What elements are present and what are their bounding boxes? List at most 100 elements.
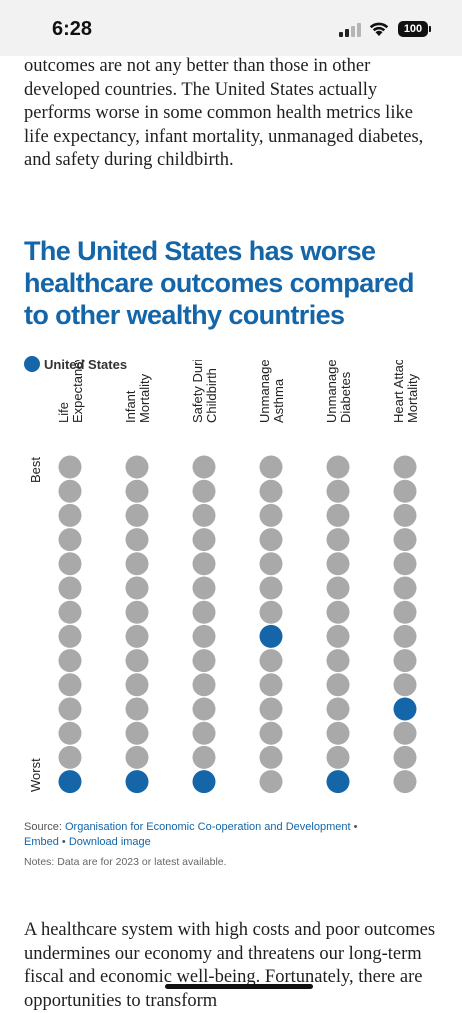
category-label: Mortality (137, 373, 152, 423)
category-label: Childbirth (204, 368, 219, 423)
separator-dot: • (353, 821, 358, 833)
rank-dot (259, 576, 283, 600)
dot-rank-chart: Life Expectancy Infant Mortality Safety Duri… (28, 360, 420, 794)
rank-dot (125, 503, 149, 527)
rank-dot (259, 673, 283, 697)
rank-dot (326, 624, 350, 648)
article-body-paragraph: A healthcare system with high costs and … (24, 920, 436, 1011)
rank-dot (192, 455, 216, 479)
axis-label-best: Best (28, 457, 43, 483)
rank-dot (58, 624, 82, 648)
rank-dot (192, 528, 216, 552)
rank-dot (259, 479, 283, 503)
rank-dot (393, 503, 417, 527)
us-rank-dot (326, 770, 350, 794)
rank-dot (259, 528, 283, 552)
rank-dot (125, 600, 149, 624)
us-rank-dot (393, 697, 417, 721)
category-label: Safety During (190, 360, 205, 423)
embed-link[interactable]: Embed (24, 836, 59, 848)
rank-dot (192, 503, 216, 527)
chart-legend: United States (24, 355, 127, 373)
status-bar: 6:28 100 (0, 0, 462, 56)
rank-dot (58, 649, 82, 673)
download-image-link[interactable]: Download image (68, 836, 151, 848)
rank-dot (326, 673, 350, 697)
chart-title: The United States has worse healthcare o… (24, 236, 414, 330)
home-indicator[interactable] (165, 984, 313, 989)
battery-icon: 100 (398, 21, 431, 37)
rank-dot (326, 455, 350, 479)
us-rank-dot (125, 770, 149, 794)
rank-dot (326, 697, 350, 721)
rank-dot (125, 576, 149, 600)
rank-dot (393, 576, 417, 600)
rank-dot (125, 479, 149, 503)
rank-dot (58, 576, 82, 600)
rank-dot (58, 745, 82, 769)
rank-dot (58, 600, 82, 624)
legend-label: United States (44, 356, 128, 372)
us-rank-dot (192, 770, 216, 794)
category-label: Expectancy (70, 360, 85, 423)
category-label: Asthma (271, 378, 286, 423)
rank-dot (393, 624, 417, 648)
rank-dot (326, 576, 350, 600)
rank-dot (58, 721, 82, 745)
rank-dot (58, 673, 82, 697)
rank-dot (125, 455, 149, 479)
category-label: Life (56, 402, 71, 423)
rank-dot (259, 600, 283, 624)
rank-dot (393, 673, 417, 697)
separator-dot: • (61, 836, 69, 848)
rank-dot (192, 721, 216, 745)
rank-dot (393, 479, 417, 503)
category-label: Unmanaged (257, 360, 272, 423)
category-label: Diabetes (338, 371, 353, 423)
category-label: Heart Attack (391, 360, 406, 423)
rank-dot (125, 673, 149, 697)
us-rank-dot (259, 624, 283, 648)
rank-dot (125, 697, 149, 721)
article-intro-paragraph: outcomes are not any better than those i… (24, 56, 424, 170)
rank-dot (58, 503, 82, 527)
legend-marker (24, 356, 40, 372)
cellular-signal-icon (339, 23, 363, 37)
chart-notes: Notes: Data are for 2023 or latest avail… (24, 856, 227, 868)
rank-dot (192, 649, 216, 673)
category-label: Mortality (405, 373, 420, 423)
rank-dot (58, 479, 82, 503)
rank-dot (58, 552, 82, 576)
rank-dot (125, 649, 149, 673)
rank-dot (326, 503, 350, 527)
chart-source: Source: Organisation for Economic Co-ope… (24, 820, 444, 850)
rank-dot (125, 624, 149, 648)
rank-dot (58, 697, 82, 721)
rank-dot (393, 745, 417, 769)
rank-dot (125, 721, 149, 745)
axis-label-worst: Worst (28, 758, 43, 792)
rank-dot (259, 745, 283, 769)
category-label: Unmanaged (324, 360, 339, 423)
rank-dot (393, 600, 417, 624)
rank-dot (125, 745, 149, 769)
source-link[interactable]: Organisation for Economic Co-operation a… (64, 821, 351, 833)
rank-dot (259, 697, 283, 721)
rank-dot (259, 770, 283, 794)
rank-dot (192, 552, 216, 576)
rank-dot (393, 528, 417, 552)
rank-dot (259, 455, 283, 479)
us-rank-dot (58, 770, 82, 794)
rank-dot (192, 697, 216, 721)
rank-dot (326, 600, 350, 624)
rank-dot (58, 528, 82, 552)
rank-dot (192, 673, 216, 697)
source-prefix: Source: (24, 821, 62, 833)
rank-dot (125, 528, 149, 552)
rank-dot (393, 455, 417, 479)
rank-dot (192, 479, 216, 503)
rank-dot (192, 576, 216, 600)
status-time: 6:28 (52, 18, 93, 40)
rank-dot (259, 721, 283, 745)
rank-dot (259, 552, 283, 576)
